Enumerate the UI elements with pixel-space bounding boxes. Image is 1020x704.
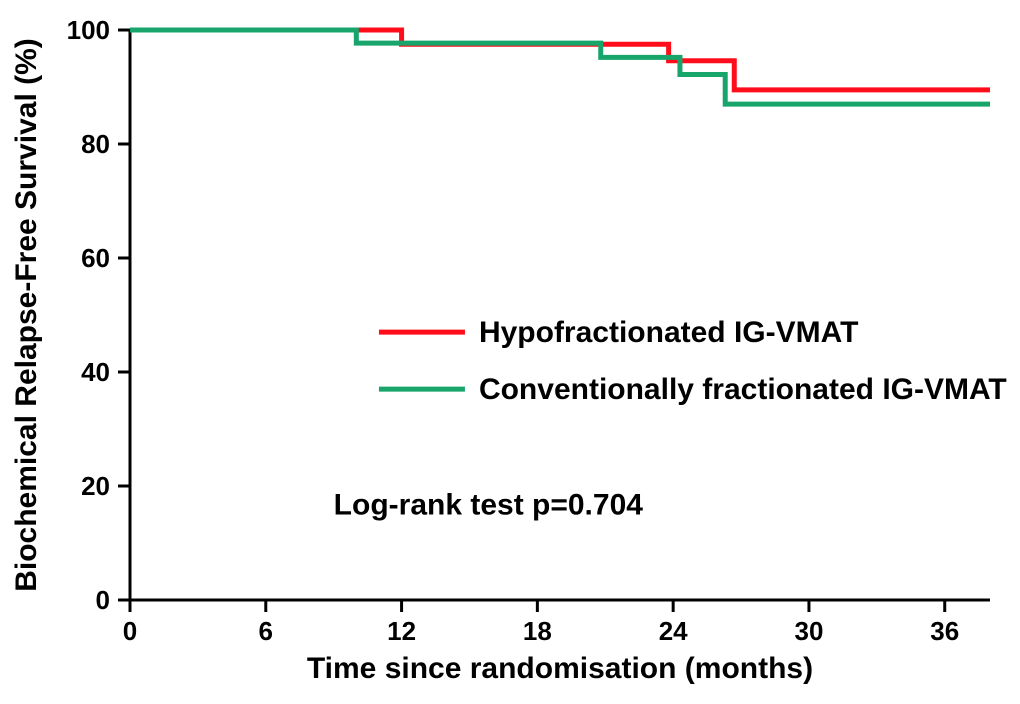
y-tick-label: 100 [67, 15, 110, 45]
x-tick-label: 18 [523, 616, 552, 646]
y-tick-label: 60 [81, 243, 110, 273]
logrank-annotation: Log-rank test p=0.704 [334, 489, 644, 522]
x-tick-label: 24 [659, 616, 688, 646]
legend-label-1: Conventionally fractionated IG-VMAT [479, 373, 1007, 406]
y-tick-label: 20 [81, 471, 110, 501]
y-axis-title: Biochemical Relapse-Free Survival (%) [10, 38, 43, 592]
series-line-1 [130, 30, 990, 104]
x-tick-label: 30 [794, 616, 823, 646]
x-axis-title: Time since randomisation (months) [307, 652, 813, 685]
x-tick-label: 12 [387, 616, 416, 646]
x-tick-label: 6 [259, 616, 273, 646]
y-tick-label: 80 [81, 129, 110, 159]
x-tick-label: 0 [123, 616, 137, 646]
y-tick-label: 40 [81, 357, 110, 387]
x-tick-label: 36 [930, 616, 959, 646]
series-line-0 [130, 30, 990, 90]
legend-label-0: Hypofractionated IG-VMAT [479, 316, 858, 349]
survival-chart: 0 6 12 18 24 30 36 0 20 40 60 80 100 Time since rando… [0, 0, 1020, 704]
y-tick-label: 0 [96, 585, 110, 615]
